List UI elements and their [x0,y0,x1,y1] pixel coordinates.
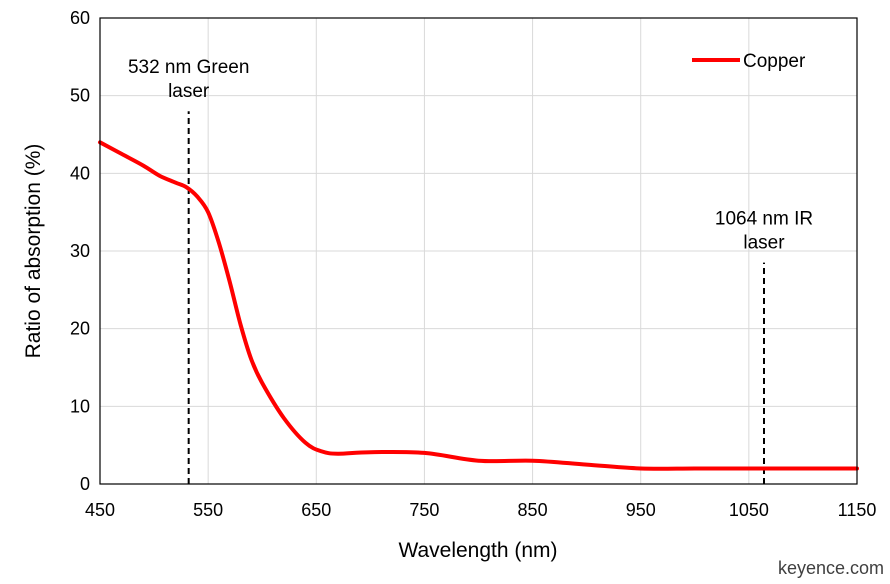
x-tick-label-3: 750 [409,500,439,520]
legend: Copper [692,51,806,72]
y-tick-label-6: 60 [70,8,90,28]
y-tick-label-1: 10 [70,396,90,416]
legend-label-copper: Copper [743,51,806,72]
grid-lines [100,18,857,484]
annotation-label-0-line-0: 532 nm Green [128,57,249,78]
y-tick-label-5: 50 [70,86,90,106]
tick-labels: 0 10 20 30 40 50 60 450 550 650 750 850 950 1050 1150 [70,8,876,520]
x-tick-label-7: 1150 [838,500,877,520]
annotation-label-0-line-1: laser [168,81,210,102]
x-tick-label-4: 850 [518,500,548,520]
y-tick-label-0: 0 [80,474,90,494]
y-tick-label-4: 40 [70,163,90,183]
series-line-copper [98,140,859,471]
annotation-lines [187,111,765,484]
x-tick-label-0: 450 [85,500,115,520]
annotation-label-1-line-0: 1064 nm IR [715,209,813,230]
plot-frame [99,17,858,485]
x-tick-label-5: 950 [626,500,656,520]
annotation-labels: 532 nm Green laser 1064 nm IR laser [128,57,813,253]
x-tick-label-6: 1050 [729,500,769,520]
x-tick-label-1: 550 [193,500,223,520]
y-tick-label-2: 20 [70,319,90,339]
x-axis-title: Wavelength (nm) [398,539,557,562]
y-axis-title: Ratio of absorption (%) [22,144,45,359]
y-tick-label-3: 30 [70,241,90,261]
annotation-label-1-line-1: laser [743,233,785,254]
x-tick-label-2: 650 [301,500,331,520]
source-watermark: keyence.com [777,558,884,578]
